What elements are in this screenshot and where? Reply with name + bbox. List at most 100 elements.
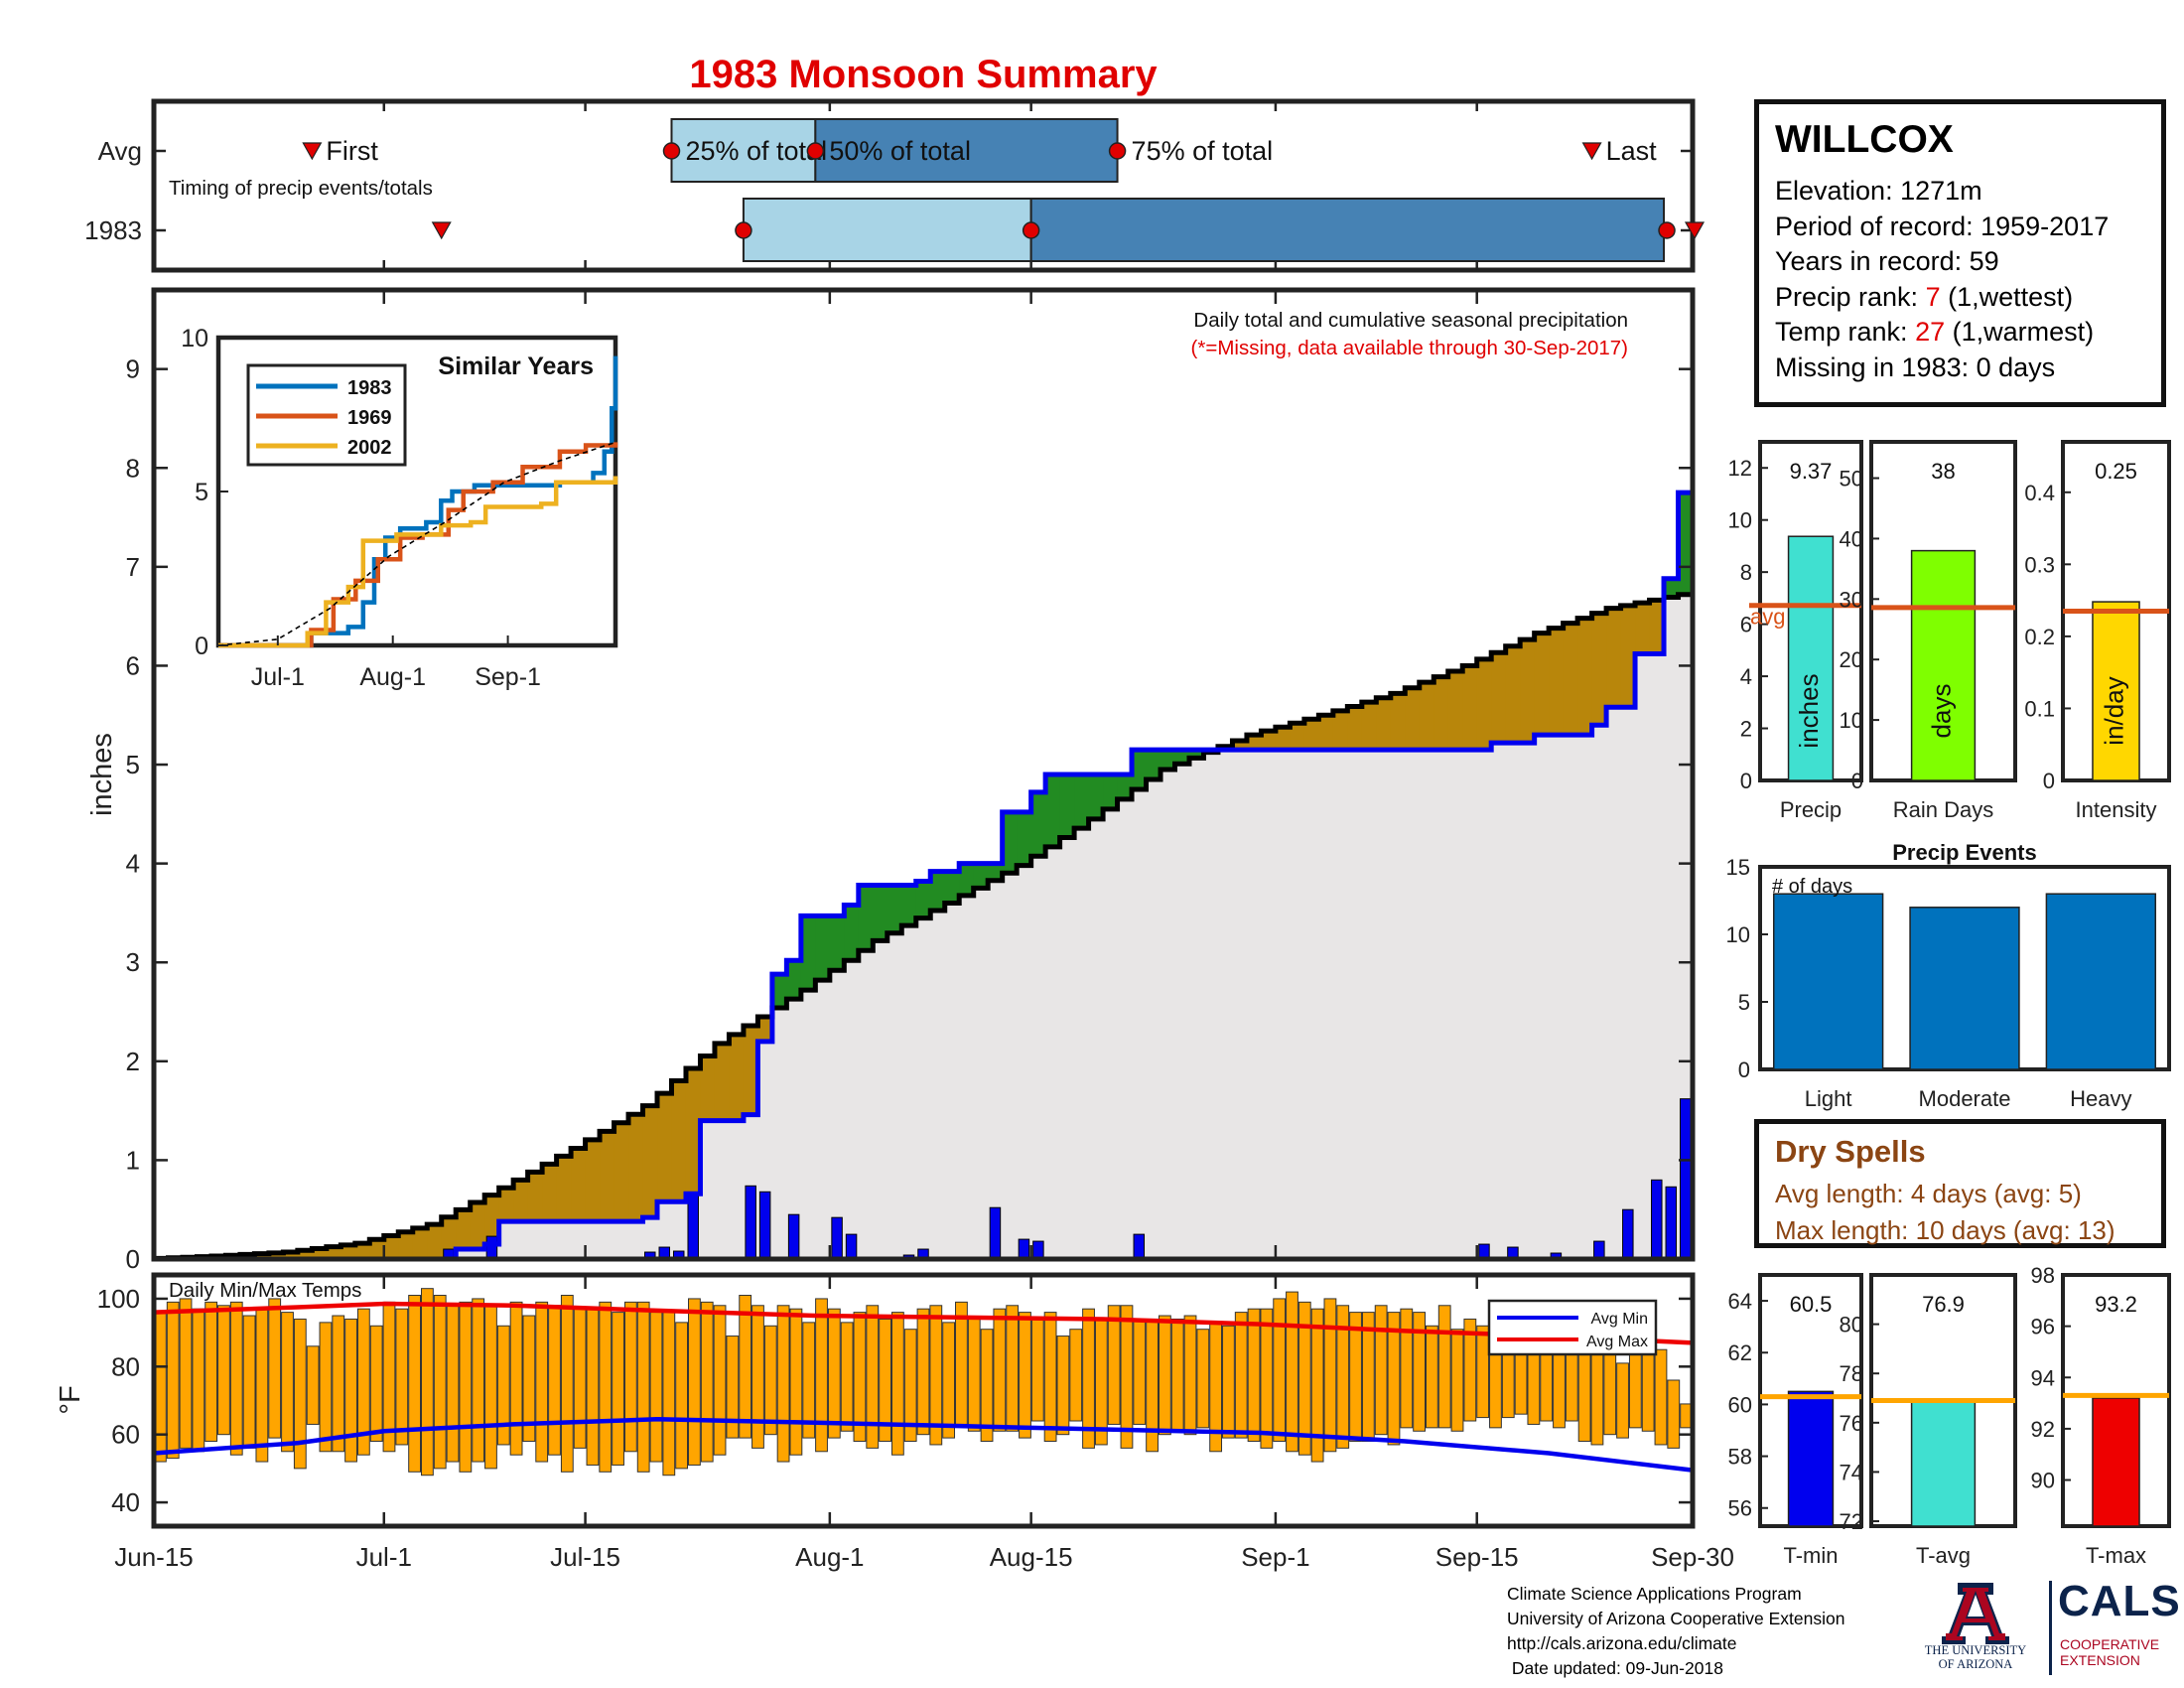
daily-temp-bar bbox=[1476, 1325, 1490, 1419]
below-avg-segment bbox=[1520, 639, 1536, 744]
daily-temp-bar bbox=[446, 1305, 460, 1463]
year-last-marker bbox=[1684, 221, 1706, 240]
normal-area-segment bbox=[1132, 788, 1148, 1259]
daily-temp-bar bbox=[1374, 1305, 1388, 1436]
normal-area-segment bbox=[1203, 752, 1219, 1259]
main-ytick-label: 3 bbox=[126, 947, 140, 977]
below-avg-segment bbox=[1606, 608, 1622, 708]
normal-area-segment bbox=[1117, 798, 1133, 1259]
daily-precip-bar bbox=[1665, 1186, 1678, 1260]
below-avg-segment bbox=[657, 1093, 673, 1202]
tmin-bar-ytick-label: 62 bbox=[1728, 1340, 1752, 1365]
dry-max-length: Max length: 10 days (avg: 13) bbox=[1775, 1215, 2116, 1245]
cals-logo: CALS bbox=[2058, 1577, 2181, 1625]
below-avg-segment bbox=[757, 1017, 773, 1042]
daily-precip-bar bbox=[989, 1206, 1002, 1260]
precip-bar-value-label: 9.37 bbox=[1790, 459, 1833, 484]
daily-temp-bar bbox=[739, 1295, 752, 1439]
below-avg-segment bbox=[312, 1248, 328, 1259]
above-avg-segment bbox=[1074, 774, 1090, 829]
daily-temp-bar bbox=[866, 1305, 880, 1449]
avg-min-line bbox=[153, 1417, 1694, 1473]
normal-area-segment bbox=[930, 911, 946, 1259]
daily-temp-bar bbox=[1616, 1362, 1629, 1439]
normal-area-segment bbox=[1361, 750, 1377, 1259]
daily-temp-bar bbox=[789, 1308, 803, 1456]
daily-temp-bar bbox=[586, 1308, 600, 1466]
daily-temp-bar bbox=[306, 1345, 320, 1425]
precip-bar-ytick-label: 8 bbox=[1740, 560, 1752, 585]
daily-temp-bar bbox=[1069, 1329, 1083, 1422]
events-bar bbox=[2045, 893, 2157, 1070]
normal-area-segment bbox=[1563, 735, 1578, 1259]
below-avg-segment bbox=[1361, 702, 1377, 751]
normal-area-segment bbox=[456, 1249, 472, 1259]
ua-name: THE UNIVERSITY OF ARIZONA bbox=[1916, 1643, 2035, 1671]
below-avg-segment bbox=[283, 1252, 299, 1259]
tmax-bar-ytick-label: 98 bbox=[2031, 1263, 2055, 1288]
precip-rank: Precip rank: 7 (1,wettest) bbox=[1775, 280, 2145, 316]
daily-precip-bar bbox=[845, 1233, 858, 1260]
precip-rank-prefix: Precip rank: bbox=[1775, 281, 1926, 312]
normal-area-segment bbox=[1332, 750, 1348, 1259]
below-avg-segment bbox=[1303, 719, 1319, 751]
daily-temp-bar bbox=[1056, 1336, 1070, 1436]
tmax-bar-ytick-label: 90 bbox=[2031, 1469, 2055, 1493]
raindays-bar-ytick-label: 10 bbox=[1840, 708, 1863, 733]
daily-temp-bar bbox=[751, 1305, 764, 1449]
precip-bar-avg-label: avg bbox=[1750, 605, 1785, 630]
above-avg-segment bbox=[858, 885, 874, 951]
normal-area-segment bbox=[1505, 743, 1521, 1259]
inset-series-line bbox=[218, 476, 618, 648]
daily-temp-bar bbox=[1323, 1298, 1337, 1453]
daily-precip-bar bbox=[1622, 1208, 1634, 1260]
events-title: Precip Events bbox=[1892, 840, 2037, 865]
avg-50-75-box bbox=[814, 118, 1119, 183]
temp-ytick-label: 40 bbox=[111, 1487, 140, 1517]
normal-area-segment bbox=[671, 1201, 687, 1259]
raindays-bar-value-bar bbox=[1910, 549, 1977, 781]
inset-title: Similar Years bbox=[438, 352, 594, 380]
below-avg-segment bbox=[1505, 645, 1521, 744]
temp-xtick-label: Jul-1 bbox=[356, 1542, 412, 1572]
daily-temp-bar bbox=[166, 1301, 180, 1460]
daily-temp-bar bbox=[548, 1305, 561, 1456]
below-avg-segment bbox=[671, 1080, 687, 1202]
normal-area-segment bbox=[988, 880, 1004, 1259]
avg-last-label: Last bbox=[1606, 136, 1658, 166]
daily-temp-bar bbox=[395, 1308, 409, 1446]
below-avg-segment bbox=[585, 1139, 601, 1222]
precip-bar-unit-label: inches bbox=[1794, 673, 1824, 748]
daily-temp-bar bbox=[496, 1325, 510, 1446]
above-avg-segment bbox=[1664, 578, 1680, 598]
timing-panel: Avg 1983 Timing of precip events/totals Fir… bbox=[84, 98, 1706, 273]
above-avg-segment bbox=[829, 915, 845, 971]
normal-area-segment bbox=[1217, 750, 1234, 1259]
normal-area-segment bbox=[527, 1221, 543, 1259]
normal-area-segment bbox=[642, 1217, 658, 1259]
events-ytick-label: 5 bbox=[1738, 990, 1750, 1015]
temp-legend-max-label: Avg Max bbox=[1586, 1334, 1648, 1350]
daily-temp-bar bbox=[675, 1322, 689, 1470]
daily-temp-bar bbox=[332, 1315, 345, 1453]
precip-bar-ytick-label: 2 bbox=[1740, 717, 1752, 742]
daily-temp-bar bbox=[1260, 1308, 1274, 1449]
station-info-box: WILLCOX Elevation: 1271m Period of recor… bbox=[1754, 99, 2166, 407]
daily-temp-bar bbox=[369, 1325, 383, 1443]
daily-temp-bar bbox=[1425, 1325, 1438, 1429]
daily-precip-bar bbox=[1593, 1240, 1605, 1260]
normal-area-segment bbox=[1664, 597, 1680, 1259]
daily-temp-bar bbox=[890, 1312, 904, 1456]
normal-area-segment bbox=[585, 1221, 601, 1259]
daily-temp-bar bbox=[1006, 1305, 1020, 1432]
daily-temp-bar bbox=[255, 1308, 269, 1463]
intensity-bar-unit-label: in/day bbox=[2100, 676, 2129, 745]
normal-area-segment bbox=[1433, 750, 1449, 1259]
main-title: Daily total and cumulative seasonal prec… bbox=[1193, 309, 1628, 332]
below-avg-segment bbox=[1390, 693, 1406, 751]
main-subtitle: (*=Missing, data available through 30-Se… bbox=[1191, 337, 1628, 359]
tavg-bar-ytick-label: 72 bbox=[1840, 1509, 1863, 1534]
normal-area-segment bbox=[1290, 750, 1305, 1259]
main-ytick-label: 8 bbox=[126, 453, 140, 483]
